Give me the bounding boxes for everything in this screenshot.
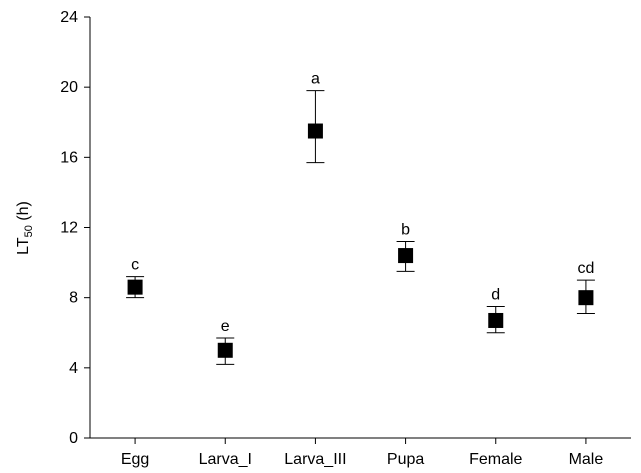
data-point-male: [578, 290, 594, 306]
x-tick-label: Larva_III: [284, 451, 346, 468]
x-tick-label: Larva_I: [199, 451, 252, 468]
y-tick-label: 24: [60, 9, 78, 26]
y-tick-label: 16: [60, 149, 78, 166]
y-tick-label: 8: [69, 290, 78, 307]
data-point-larva-iii: [307, 123, 323, 139]
data-point-larva-i: [217, 342, 233, 358]
x-tick-label: Egg: [121, 451, 149, 468]
y-tick-label: 4: [69, 360, 78, 377]
significance-letters: c e a b d cd: [131, 71, 594, 335]
significance-letter: cd: [577, 260, 594, 277]
data-point-pupa: [398, 248, 414, 264]
x-tick-label: Female: [469, 451, 522, 468]
significance-letter: d: [491, 286, 500, 303]
y-tick-label: 20: [60, 79, 78, 96]
error-bars: [126, 90, 595, 365]
y-axis-label: LT50 (h): [15, 201, 35, 255]
y-axis-label-unit: (h): [15, 201, 32, 225]
y-tick-label: 0: [69, 430, 78, 447]
y-axis-label-main: LT: [15, 237, 32, 255]
x-axis-ticks: Egg Larva_I Larva_III Pupa Female Male: [121, 438, 604, 468]
significance-letter: c: [131, 257, 139, 274]
significance-letter: a: [311, 71, 320, 88]
x-tick-label: Pupa: [387, 451, 424, 468]
significance-letter: b: [401, 222, 410, 239]
significance-letter: e: [221, 318, 230, 335]
x-tick-label: Male: [569, 451, 604, 468]
data-point-female: [488, 312, 504, 328]
y-tick-label: 12: [60, 220, 78, 237]
data-points: [127, 123, 594, 358]
y-axis-label-subscript: 50: [23, 225, 35, 237]
y-axis-ticks: 0 4 8 12 16 20 24: [60, 9, 90, 447]
data-point-egg: [127, 279, 143, 295]
axes: [89, 17, 631, 439]
